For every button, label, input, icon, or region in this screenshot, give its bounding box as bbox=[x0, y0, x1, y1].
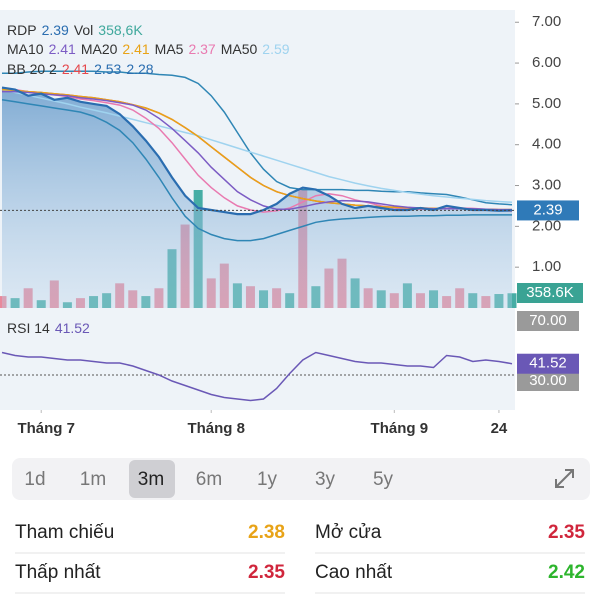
period-button[interactable]: 3y bbox=[315, 469, 336, 490]
rsi-level-box bbox=[517, 311, 579, 331]
legend-text: MA20 bbox=[81, 41, 118, 57]
legend-text: MA50 bbox=[221, 41, 258, 57]
legend-text: 41.52 bbox=[55, 320, 90, 336]
chart: 1.00 2.00 3.00 4.00 5.00 6.00 7.00 2.39 358.6K Th… bbox=[0, 13, 583, 437]
x-tick-label: 24 bbox=[491, 420, 508, 437]
y-tick-label: 2.00 bbox=[532, 217, 561, 234]
legend-text: RDP bbox=[7, 22, 37, 38]
stat-label: Mở cửa bbox=[315, 522, 382, 543]
period-button[interactable]: 5y bbox=[373, 469, 394, 490]
legend-text: 2.37 bbox=[188, 41, 215, 57]
legend-text: 2.59 bbox=[262, 41, 289, 57]
y-tick-label: 5.00 bbox=[532, 95, 561, 112]
period-button[interactable]: 6m bbox=[196, 469, 222, 490]
legend-line: BB 20 2 2.41 2.53 2.28 bbox=[7, 61, 154, 77]
stat-value: 2.42 bbox=[548, 562, 585, 583]
rsi-level-label: 30.00 bbox=[529, 372, 567, 389]
legend-text: MA5 bbox=[155, 41, 184, 57]
legend-text: 358,6K bbox=[98, 22, 143, 38]
rsi-level-box bbox=[517, 371, 579, 391]
legend-text: 2.28 bbox=[126, 61, 153, 77]
period-button[interactable]: 1y bbox=[257, 469, 278, 490]
y-tick-label: 6.00 bbox=[532, 54, 561, 71]
bb-lower bbox=[1, 99, 512, 242]
x-tick-label: Tháng 7 bbox=[17, 420, 75, 437]
price-area bbox=[2, 87, 512, 308]
stat-label: Tham chiếu bbox=[15, 522, 114, 543]
legend-line: RDP 2.39 Vol 358,6K bbox=[7, 22, 143, 38]
legend-text: 2.41 bbox=[49, 41, 76, 57]
price-line bbox=[1, 86, 513, 216]
stat-value: 2.38 bbox=[248, 522, 285, 543]
legend-text: 2.41 bbox=[122, 41, 149, 57]
ma-line bbox=[1, 88, 513, 204]
legend-text: RSI 14 bbox=[7, 320, 50, 336]
stat-value: 2.35 bbox=[248, 562, 285, 583]
period-button[interactable]: 3m bbox=[138, 469, 164, 490]
legend-text: BB 20 2 bbox=[7, 61, 57, 77]
volume-box-label: 358.6K bbox=[526, 284, 574, 301]
period-selected[interactable] bbox=[129, 460, 175, 498]
stat-value: 2.35 bbox=[548, 522, 585, 543]
rsi-box-label: 41.52 bbox=[529, 355, 567, 372]
bb-upper bbox=[2, 70, 513, 206]
y-tick-label: 1.00 bbox=[532, 258, 561, 275]
legend-text: 2.41 bbox=[62, 61, 89, 77]
x-tick-label: Tháng 8 bbox=[187, 420, 245, 437]
price-box bbox=[517, 200, 579, 221]
legend-text: 2.39 bbox=[42, 22, 69, 38]
rsi-line bbox=[1, 351, 513, 402]
period-button[interactable]: 1m bbox=[80, 469, 106, 490]
legend-text: MA10 bbox=[7, 41, 44, 57]
y-tick-label: 4.00 bbox=[532, 136, 561, 153]
legend-text: Vol bbox=[74, 22, 93, 38]
stat-label: Thấp nhất bbox=[15, 562, 101, 583]
y-tick-label: 3.00 bbox=[532, 177, 561, 194]
y-tick-label: 7.00 bbox=[532, 13, 561, 30]
rsi-level-label: 70.00 bbox=[529, 312, 567, 329]
legend-line: RSI 14 41.52 bbox=[7, 320, 90, 336]
legend-text: 2.53 bbox=[94, 61, 121, 77]
period-buttons: 1d 1m 3m 6m 1y 3y 5y bbox=[24, 460, 394, 498]
stats: Tham chiếu 2.38 Mở cửa 2.35 Thấp nhất 2.35 Cao… bbox=[15, 522, 585, 594]
price-box-label: 2.39 bbox=[533, 201, 562, 218]
expand-icon[interactable] bbox=[555, 469, 574, 488]
period-button[interactable]: 1d bbox=[24, 469, 45, 490]
rsi-box bbox=[517, 353, 579, 374]
volume-box bbox=[517, 283, 583, 303]
x-tick-label: Tháng 9 bbox=[371, 420, 429, 437]
legend-line: MA10 2.41 MA20 2.41 MA5 2.37 MA50 2.59 bbox=[7, 41, 290, 57]
stat-label: Cao nhất bbox=[315, 562, 393, 583]
